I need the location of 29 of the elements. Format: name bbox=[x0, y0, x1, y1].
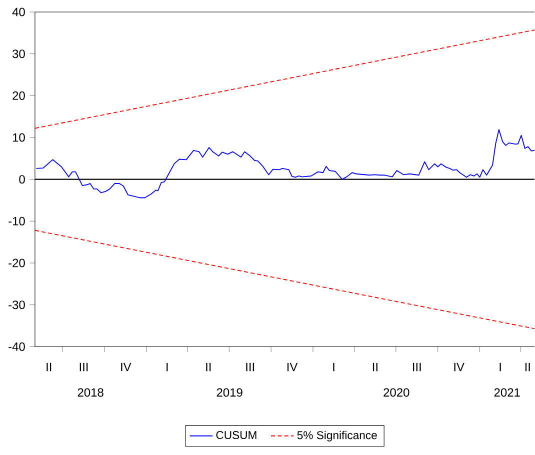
legend-label: 5% Significance bbox=[297, 431, 377, 442]
y-tick-label: -20 bbox=[8, 258, 25, 268]
text: III bbox=[80, 363, 88, 372]
text: I bbox=[500, 363, 501, 372]
y-tick-label: 30 bbox=[12, 50, 25, 58]
y-tick-label: 20 bbox=[12, 92, 25, 100]
text: III bbox=[412, 363, 421, 372]
legend-label: CUSUM bbox=[216, 431, 256, 440]
x-tick-label: 2019 bbox=[216, 388, 242, 397]
y-tick-label: -10 bbox=[8, 217, 25, 226]
text: I bbox=[166, 363, 168, 372]
text: II bbox=[46, 363, 52, 372]
text: IV bbox=[454, 363, 464, 372]
text: III bbox=[246, 363, 254, 372]
text: IV bbox=[121, 363, 132, 372]
text: II bbox=[372, 363, 378, 372]
x-tick-label: 2018 bbox=[78, 388, 104, 397]
text: II bbox=[206, 363, 211, 372]
y-tick-label: 40 bbox=[12, 8, 25, 16]
x-tick-label: 2021 bbox=[494, 388, 520, 397]
y-tick-label: -40 bbox=[8, 342, 25, 352]
line-series bbox=[36, 129, 535, 198]
text: I bbox=[333, 363, 334, 372]
text: II bbox=[525, 363, 530, 372]
text: IV bbox=[287, 363, 298, 372]
y-tick-label: 10 bbox=[12, 133, 25, 142]
x-tick-label: 2020 bbox=[384, 388, 410, 397]
y-tick-label: 0 bbox=[19, 175, 25, 184]
y-tick-label: -30 bbox=[8, 300, 25, 310]
